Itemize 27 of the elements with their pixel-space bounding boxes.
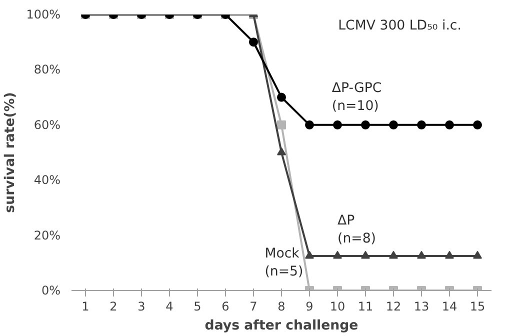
series-label: ΔP (n=8) (338, 213, 376, 246)
x-tick-label: 1 (82, 300, 90, 314)
y-tick-label: 80% (34, 62, 60, 77)
x-tick-label: 4 (166, 300, 174, 314)
x-tick-label: 5 (194, 300, 202, 314)
x-tick-label: 9 (306, 300, 314, 314)
x-axis-title: days after challenge (204, 318, 358, 334)
y-tick-label: 20% (34, 228, 60, 242)
x-tick-label: 2 (110, 300, 118, 314)
chart-title: LCMV 300 LD₅₀ i.c. (338, 18, 462, 34)
x-tick-label: 7 (250, 300, 258, 314)
x-tick-label: 12 (386, 300, 402, 314)
x-tick-label: 8 (278, 300, 286, 314)
series-label: ΔP-GPC (n=10) (332, 80, 382, 114)
x-tick-label: 15 (470, 300, 486, 314)
y-tick-label: 100% (26, 8, 61, 22)
series-label: Mock (n=5) (264, 246, 304, 280)
x-tick-label: 13 (414, 300, 430, 314)
y-axis-title: survival rate(%) (3, 92, 18, 213)
x-tick-label: 6 (222, 300, 230, 314)
x-tick-label: 10 (330, 300, 346, 314)
x-tick-label: 14 (442, 300, 458, 314)
y-tick-label: 60% (34, 118, 60, 132)
x-tick-label: 11 (358, 300, 374, 314)
x-tick-label: 3 (138, 300, 146, 314)
y-tick-label: 0% (41, 284, 61, 298)
y-tick-label: 40% (34, 173, 60, 188)
